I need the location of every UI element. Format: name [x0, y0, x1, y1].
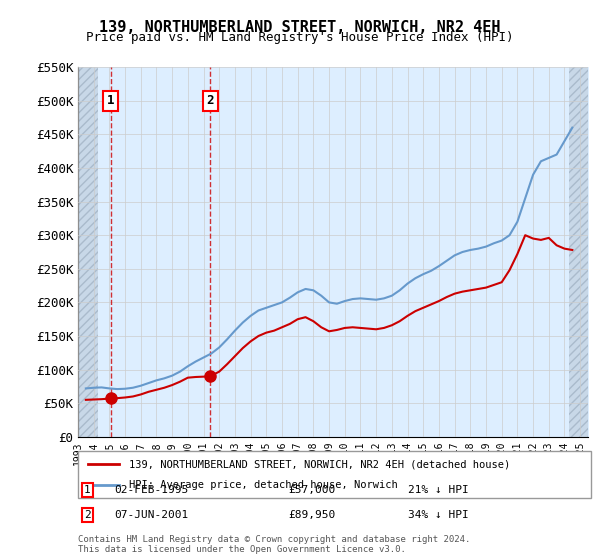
Text: 139, NORTHUMBERLAND STREET, NORWICH, NR2 4EH: 139, NORTHUMBERLAND STREET, NORWICH, NR2…	[99, 20, 501, 35]
Text: Price paid vs. HM Land Registry's House Price Index (HPI): Price paid vs. HM Land Registry's House …	[86, 31, 514, 44]
Text: HPI: Average price, detached house, Norwich: HPI: Average price, detached house, Norw…	[130, 480, 398, 490]
Text: 2: 2	[206, 94, 214, 108]
Text: 21% ↓ HPI: 21% ↓ HPI	[408, 485, 469, 495]
Text: 07-JUN-2001: 07-JUN-2001	[114, 510, 188, 520]
Text: 2: 2	[84, 510, 91, 520]
Bar	[78, 67, 98, 437]
Text: 1: 1	[107, 94, 115, 108]
Text: 1: 1	[84, 485, 91, 495]
Bar	[569, 67, 588, 437]
Text: Contains HM Land Registry data © Crown copyright and database right 2024.
This d: Contains HM Land Registry data © Crown c…	[78, 535, 470, 554]
Text: 02-FEB-1995: 02-FEB-1995	[114, 485, 188, 495]
Text: £57,000: £57,000	[288, 485, 335, 495]
FancyBboxPatch shape	[78, 451, 591, 498]
Text: 139, NORTHUMBERLAND STREET, NORWICH, NR2 4EH (detached house): 139, NORTHUMBERLAND STREET, NORWICH, NR2…	[130, 459, 511, 469]
Text: £89,950: £89,950	[288, 510, 335, 520]
Text: 34% ↓ HPI: 34% ↓ HPI	[408, 510, 469, 520]
